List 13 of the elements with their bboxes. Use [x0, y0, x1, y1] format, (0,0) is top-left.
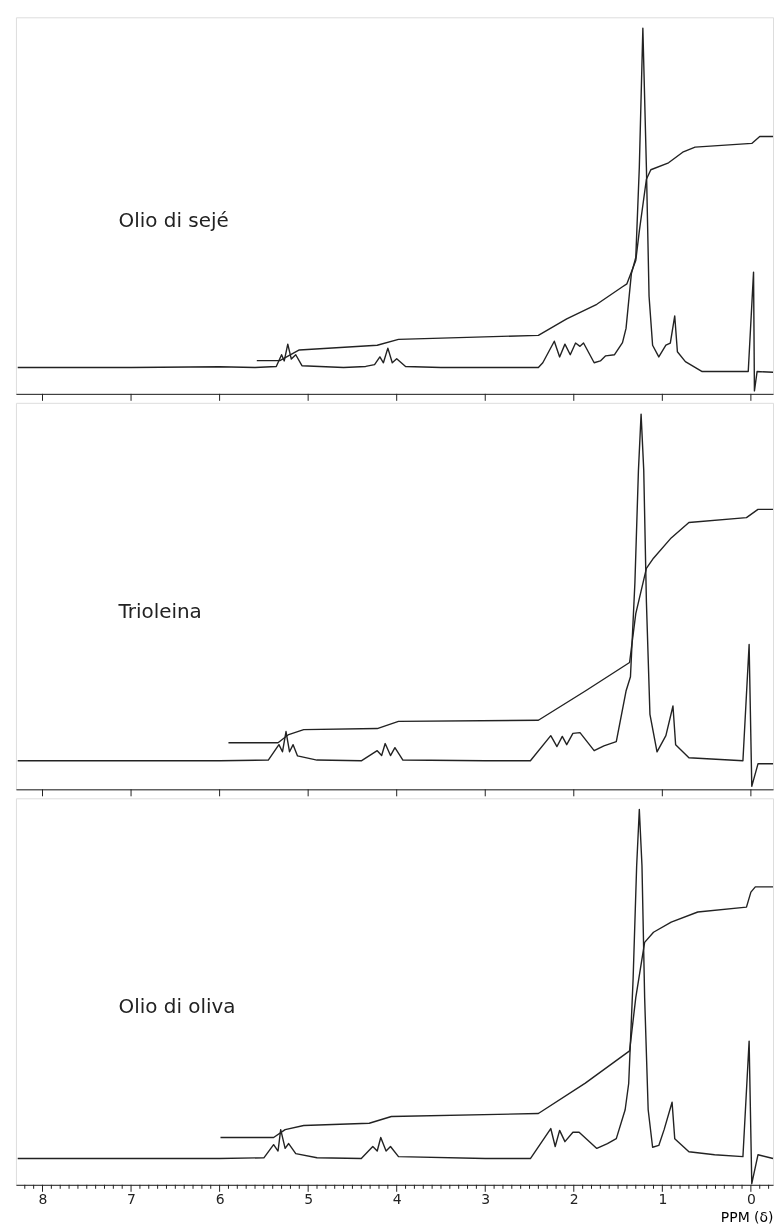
x-tick-label: 7 [127, 1191, 136, 1208]
x-tick-label: 0 [746, 1191, 756, 1208]
x-tick-label: 2 [569, 1191, 579, 1208]
x-tick-label: 8 [38, 1191, 48, 1208]
x-axis-title: PPM (δ) [720, 1209, 774, 1226]
x-tick-label: 5 [304, 1191, 314, 1208]
x-tick-label: 1 [658, 1191, 668, 1208]
x-tick-label: 6 [215, 1191, 225, 1208]
x-tick-label: 4 [392, 1191, 402, 1208]
annotation: Olio di sejé [118, 208, 229, 232]
annotation: Olio di oliva [118, 994, 236, 1018]
x-tick-label: 3 [481, 1191, 491, 1208]
annotation: Trioleina [117, 599, 202, 623]
